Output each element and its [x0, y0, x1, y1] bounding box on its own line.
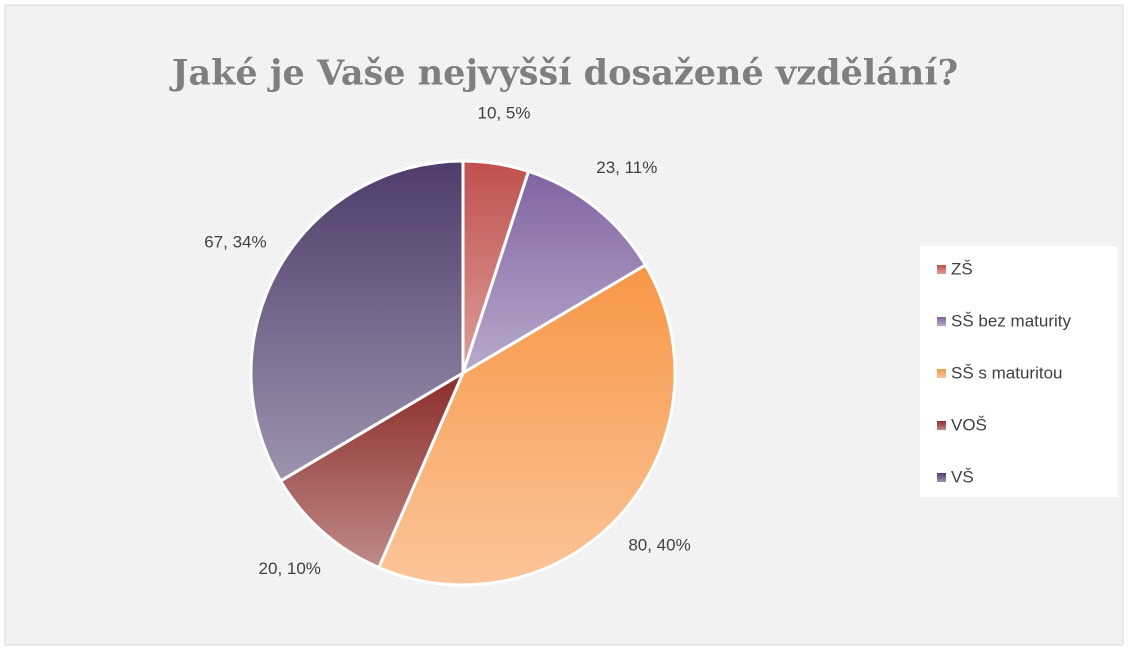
legend-marker	[937, 473, 946, 482]
legend-label: ZŠ	[951, 259, 973, 278]
legend-marker	[937, 317, 946, 326]
chart-title: Jaké je Vaše nejvyšší dosažené vzdělání?	[169, 53, 958, 94]
legend-label: SŠ s maturitou	[951, 363, 1063, 382]
legend-box	[920, 246, 1118, 497]
pie-slice	[249, 159, 465, 483]
legend-label: VŠ	[951, 467, 974, 486]
data-label: 20, 10%	[259, 559, 321, 578]
legend-marker	[937, 421, 946, 430]
data-label: 67, 34%	[204, 233, 266, 252]
pie-slice	[376, 263, 677, 587]
legend-marker	[937, 265, 946, 274]
legend-label: VOŠ	[951, 415, 987, 434]
data-label: 80, 40%	[628, 536, 690, 555]
data-label: 10, 5%	[478, 104, 531, 123]
legend-label: SŠ bez maturity	[951, 311, 1071, 330]
legend-marker	[937, 369, 946, 378]
pie-slice	[278, 369, 467, 570]
data-label: 23, 11%	[596, 158, 657, 177]
pie-slice	[460, 169, 648, 377]
